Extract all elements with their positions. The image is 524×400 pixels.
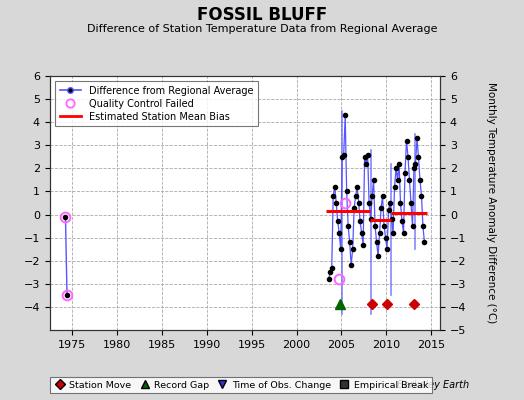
Point: [332, 200, 341, 206]
Point: [357, 230, 366, 236]
Point: [385, 207, 393, 213]
Point: [375, 230, 384, 236]
Point: [336, 246, 345, 252]
Point: [398, 218, 406, 225]
Point: [324, 276, 333, 282]
Point: [407, 200, 415, 206]
Point: [395, 160, 403, 167]
Point: [328, 264, 336, 271]
Point: [392, 165, 400, 172]
Text: FOSSIL BLUFF: FOSSIL BLUFF: [197, 6, 327, 24]
Legend: Difference from Regional Average, Quality Control Failed, Estimated Station Mean: Difference from Regional Average, Qualit…: [54, 81, 258, 126]
Point: [338, 154, 346, 160]
Point: [404, 154, 412, 160]
Point: [368, 193, 376, 199]
Point: [326, 269, 334, 276]
Point: [402, 138, 411, 144]
Point: [416, 177, 424, 183]
Point: [361, 154, 369, 160]
Point: [366, 216, 375, 222]
Point: [411, 160, 420, 167]
Point: [378, 193, 387, 199]
Point: [343, 188, 351, 195]
Point: [364, 151, 372, 158]
Point: [329, 193, 337, 199]
Point: [340, 151, 348, 158]
Text: Berkeley Earth: Berkeley Earth: [397, 380, 469, 390]
Point: [414, 154, 423, 160]
Point: [350, 204, 358, 211]
Point: [356, 218, 364, 225]
Point: [63, 292, 71, 298]
Point: [396, 200, 405, 206]
Point: [405, 177, 413, 183]
Point: [362, 160, 370, 167]
Point: [365, 200, 373, 206]
Point: [369, 177, 378, 183]
Point: [377, 204, 385, 211]
Point: [410, 165, 418, 172]
Point: [335, 230, 343, 236]
Point: [353, 184, 362, 190]
Point: [345, 239, 354, 246]
Point: [348, 246, 357, 252]
Point: [352, 193, 360, 199]
Point: [420, 239, 429, 246]
Point: [380, 223, 388, 229]
Point: [331, 184, 339, 190]
Point: [390, 184, 399, 190]
Y-axis label: Monthly Temperature Anomaly Difference (°C): Monthly Temperature Anomaly Difference (…: [486, 82, 496, 324]
Point: [354, 200, 363, 206]
Point: [344, 223, 352, 229]
Point: [61, 214, 70, 220]
Point: [399, 230, 408, 236]
Point: [413, 135, 421, 142]
Point: [419, 223, 427, 229]
Point: [389, 230, 397, 236]
Point: [408, 223, 417, 229]
Point: [387, 216, 396, 222]
Point: [347, 262, 355, 268]
Point: [394, 177, 402, 183]
Point: [381, 234, 390, 241]
Point: [417, 193, 425, 199]
Text: Difference of Station Temperature Data from Regional Average: Difference of Station Temperature Data f…: [87, 24, 437, 34]
Point: [333, 218, 342, 225]
Point: [386, 200, 394, 206]
Point: [401, 170, 409, 176]
Legend: Station Move, Record Gap, Time of Obs. Change, Empirical Break: Station Move, Record Gap, Time of Obs. C…: [50, 377, 432, 393]
Point: [359, 241, 367, 248]
Point: [374, 253, 382, 259]
Point: [373, 239, 381, 246]
Point: [341, 112, 350, 118]
Point: [383, 246, 391, 252]
Point: [371, 223, 379, 229]
